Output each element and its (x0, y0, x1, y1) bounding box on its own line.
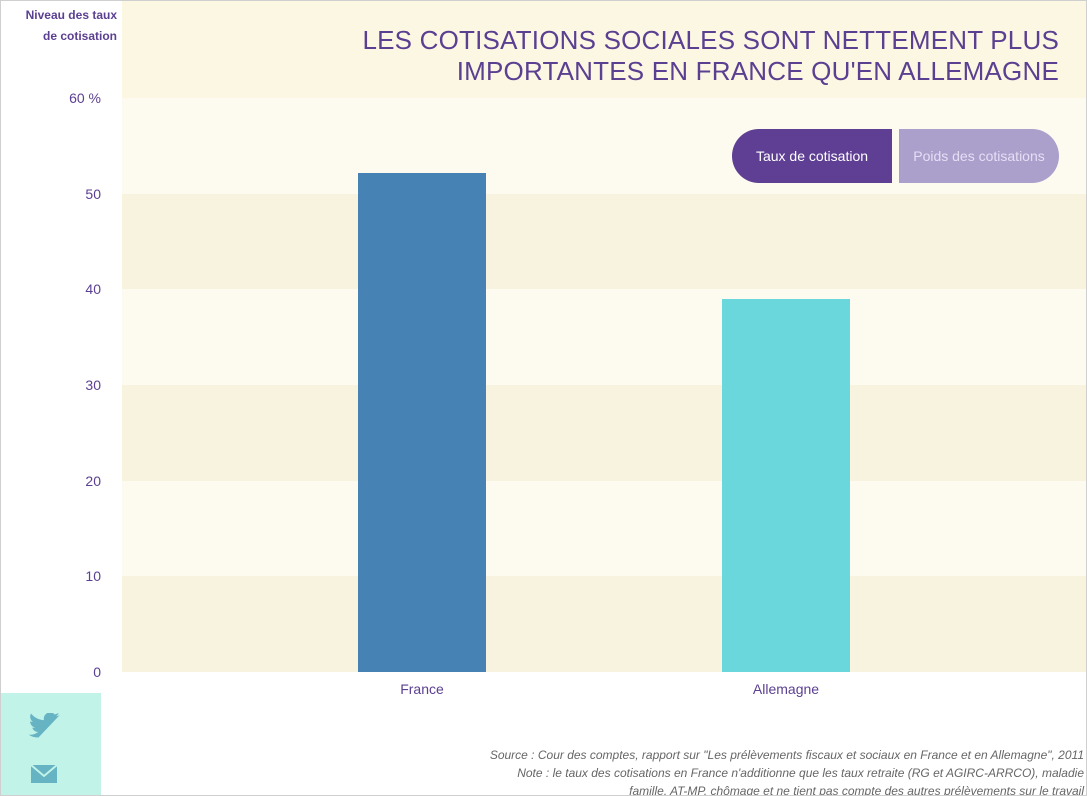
chart-title: LES COTISATIONS SOCIALES SONT NETTEMENT … (339, 25, 1059, 87)
source-note: Source : Cour des comptes, rapport sur "… (384, 746, 1084, 796)
chart-title-line1: LES COTISATIONS SOCIALES SONT NETTEMENT … (362, 25, 1059, 55)
bar-france[interactable] (358, 172, 486, 672)
y-axis-title-line2: de cotisation (42, 29, 117, 43)
y-tick-label: 30 (85, 377, 101, 393)
note-text-line2: famille, AT-MP, chômage et ne tient pas … (629, 784, 1084, 796)
y-tick-label: 10 (85, 568, 101, 585)
grid-band (122, 385, 1086, 481)
y-axis-title-line1: Niveau des taux (25, 8, 117, 22)
taux-de-cotisation-toggle[interactable]: Taux de cotisation (732, 129, 892, 183)
y-axis-title: Niveau des taux de cotisation (5, 5, 117, 47)
y-tick-label: 50 (85, 185, 101, 202)
plot-area (122, 1, 1086, 672)
social-share-panel (1, 693, 101, 795)
mail-icon[interactable] (25, 759, 65, 789)
y-tick-label: 0 (93, 664, 101, 680)
chart-title-line2: IMPORTANTES EN FRANCE QU'EN ALLEMAGNE (456, 56, 1059, 86)
note-text-line1: Note : le taux des cotisations en France… (517, 766, 1084, 780)
x-category-label: France (400, 681, 444, 697)
y-tick-label: 40 (85, 281, 101, 298)
grid-band (122, 193, 1086, 290)
x-category-label: Allemagne (752, 681, 820, 697)
twitter-icon[interactable] (25, 712, 65, 743)
poids-des-cotisations-toggle[interactable]: Poids des cotisations (899, 129, 1059, 183)
bar-allemagne[interactable] (722, 298, 850, 672)
grid-band (122, 576, 1086, 672)
y-tick-label: 60 % (69, 90, 101, 106)
grid-band (122, 289, 1086, 385)
grid-band (122, 480, 1086, 577)
y-tick-label: 20 (85, 472, 101, 489)
source-text: Source : Cour des comptes, rapport sur "… (489, 748, 1084, 762)
